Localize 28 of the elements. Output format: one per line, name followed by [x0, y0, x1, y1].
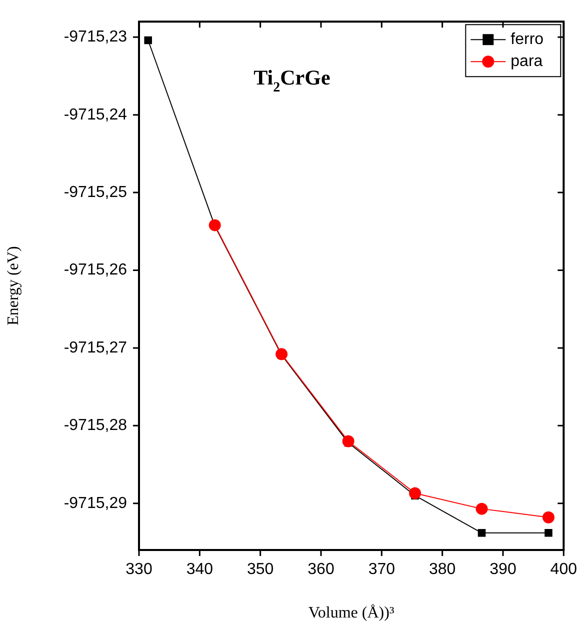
x-tick-label: 400 [550, 561, 578, 578]
point [544, 529, 552, 537]
point [144, 36, 152, 44]
y-tick-label: -9715,25 [64, 184, 128, 201]
y-tick-label: -9715,24 [64, 106, 128, 124]
y-tick-label: -9715,23 [64, 28, 128, 46]
y-tick-label: -9715,26 [64, 262, 128, 279]
point [342, 435, 354, 448]
x-tick-label: 370 [368, 561, 396, 578]
point [409, 487, 422, 500]
x-tick-label: 350 [246, 561, 274, 578]
x-tick-label: 390 [490, 561, 516, 578]
point [476, 502, 488, 515]
point [276, 348, 288, 360]
y-tick-label: -9715,29 [64, 494, 128, 512]
x-axis-title: Volume (Å))³ [308, 604, 394, 622]
x-tick-label: 340 [186, 561, 214, 578]
x-tick-label: 330 [126, 561, 152, 578]
point [542, 511, 554, 524]
point [208, 219, 221, 232]
y-tick-label: -9715,28 [64, 417, 128, 434]
legend-label: para [510, 53, 543, 70]
x-tick-label: 380 [428, 561, 456, 578]
legend-label: ferro [510, 31, 544, 48]
y-axis-title: Energy (eV) [4, 246, 22, 326]
y-tick-label: -9715,27 [64, 339, 128, 356]
point [478, 529, 486, 537]
x-tick-label: 360 [308, 561, 334, 578]
